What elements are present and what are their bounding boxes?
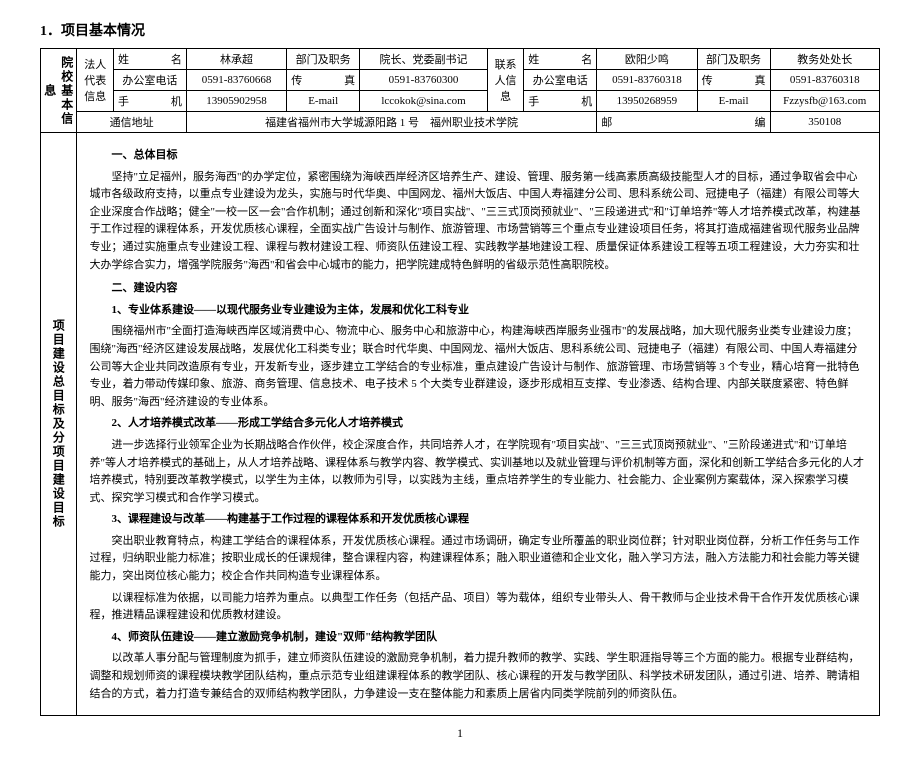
goals-s1: 1、专业体系建设——以现代服务业专业建设为主体，发展和优化工科专业: [89, 302, 867, 320]
mobile-label-2: 手 机: [524, 91, 597, 112]
goals-p6: 以改革人事分配与管理制度为抓手，建立师资队伍建设的激励竞争机制，着力提升教师的教…: [89, 650, 867, 703]
postcode-label: 邮 编: [597, 112, 770, 133]
contact-email: Fzzysfb@163.com: [770, 91, 879, 112]
goals-p4: 突出职业教育特点，构建工学结合的课程体系，开发优质核心课程。通过市场调研，确定专…: [89, 533, 867, 586]
legal-name: 林承超: [186, 49, 286, 70]
goals-p5: 以课程标准为依据，以司能力培养为重点。以典型工作任务（包括产品、项目）等为载体，…: [89, 590, 867, 625]
goals-block-label: 项目建设总目标及分项目建设目标: [41, 133, 77, 716]
goals-h2: 二、建设内容: [89, 280, 867, 298]
legal-office-phone: 0591-83760668: [186, 70, 286, 91]
mobile-label-1: 手 机: [113, 91, 186, 112]
school-block-label: 院校基本信息: [41, 49, 77, 133]
legal-fax: 0591-83760300: [360, 70, 488, 91]
name-label-1: 姓 名: [113, 49, 186, 70]
email-label-1: E-mail: [287, 91, 360, 112]
fax-label-1: 传 真: [287, 70, 360, 91]
main-table: 院校基本信息 法人代表信息 姓 名 林承超 部门及职务 院长、党委副书记 联系人…: [40, 48, 880, 716]
contact-label: 联系人信息: [487, 49, 523, 112]
goals-content: 一、总体目标 坚持"立足福州，服务海西"的办学定位，紧密围绕为海峡西岸经济区培养…: [77, 133, 880, 716]
legal-dept: 院长、党委副书记: [360, 49, 488, 70]
goals-p2: 围绕福州市"全面打造海峡西岸区域消费中心、物流中心、服务中心和旅游中心，构建海峡…: [89, 323, 867, 411]
address: 福建省福州市大学城源阳路 1 号 福州职业技术学院: [186, 112, 596, 133]
contact-office-phone: 0591-83760318: [597, 70, 697, 91]
goals-s3: 3、课程建设与改革——构建基于工作过程的课程体系和开发优质核心课程: [89, 511, 867, 529]
fax-label-2: 传 真: [697, 70, 770, 91]
dept-label-1: 部门及职务: [287, 49, 360, 70]
section-title: 1．项目基本情况: [40, 20, 880, 40]
goals-s2: 2、人才培养模式改革——形成工学结合多元化人才培养模式: [89, 415, 867, 433]
office-phone-label-2: 办公室电话: [524, 70, 597, 91]
contact-mobile: 13950268959: [597, 91, 697, 112]
email-label-2: E-mail: [697, 91, 770, 112]
goals-s4: 4、师资队伍建设——建立激励竞争机制，建设"双师"结构教学团队: [89, 629, 867, 647]
postcode: 350108: [770, 112, 879, 133]
contact-name: 欧阳少鸣: [597, 49, 697, 70]
legal-rep-label: 法人代表信息: [77, 49, 113, 112]
goals-p3: 进一步选择行业领军企业为长期战略合作伙伴，校企深度合作，共同培养人才，在学院现有…: [89, 437, 867, 507]
page-number: 1: [40, 726, 880, 741]
legal-email: lccokok@sina.com: [360, 91, 488, 112]
name-label-2: 姓 名: [524, 49, 597, 70]
contact-fax: 0591-83760318: [770, 70, 879, 91]
office-phone-label-1: 办公室电话: [113, 70, 186, 91]
address-label: 通信地址: [77, 112, 186, 133]
legal-mobile: 13905902958: [186, 91, 286, 112]
dept-label-2: 部门及职务: [697, 49, 770, 70]
contact-dept: 教务处处长: [770, 49, 879, 70]
goals-h1: 一、总体目标: [89, 147, 867, 165]
goals-p1: 坚持"立足福州，服务海西"的办学定位，紧密围绕为海峡西岸经济区培养生产、建设、管…: [89, 169, 867, 275]
